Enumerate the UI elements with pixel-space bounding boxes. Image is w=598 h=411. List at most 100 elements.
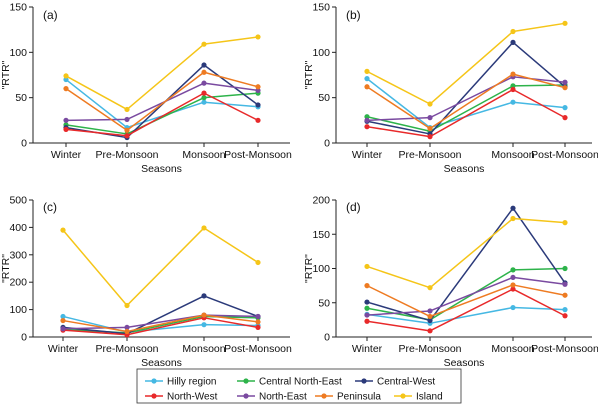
panel-label: (d) [346, 200, 361, 214]
data-point-north-east [60, 326, 66, 332]
data-point-island [364, 68, 370, 74]
data-point-peninsula [124, 127, 130, 133]
y-tick-label: 150 [312, 229, 330, 241]
series-line-island [366, 22, 566, 105]
data-point-central-north-east [364, 305, 370, 311]
data-point-hilly-region [562, 307, 568, 313]
data-point-peninsula [63, 86, 69, 92]
y-tick-label: 50 [318, 92, 330, 104]
y-tick-label: 0 [324, 138, 330, 150]
data-point-north-west [510, 286, 516, 292]
series-line-central-north-east [65, 92, 259, 135]
y-tick-label: 50 [15, 92, 27, 104]
y-tick-label: 0 [21, 332, 27, 344]
data-point-island [562, 20, 568, 26]
y-tick-label: 100 [9, 47, 27, 59]
x-axis-title: Seasons [141, 163, 182, 175]
data-point-north-west [124, 133, 130, 139]
y-tick-label: 0 [324, 332, 330, 344]
x-tick-label: Monsoon [491, 343, 534, 355]
series-line-central-north-east [366, 84, 566, 132]
y-tick-label: 200 [9, 277, 27, 289]
data-point-central-west [427, 317, 433, 324]
series-line-peninsula [366, 284, 566, 318]
data-point-island [255, 34, 261, 40]
data-point-north-east [255, 313, 261, 320]
panel-label: (c) [43, 200, 57, 214]
x-tick-label: Post-Monsoon [531, 343, 598, 355]
y-tick-label: 0 [21, 138, 27, 150]
data-point-hilly-region [510, 304, 516, 311]
chart-panel-3: 0 100 200 300 400 500 Winter Pre-Monsoon Monsoon… [0, 195, 292, 370]
y-tick-label: 150 [9, 2, 27, 14]
data-point-central-west [255, 102, 261, 108]
data-point-peninsula [562, 292, 568, 298]
data-point-north-west [427, 134, 433, 140]
y-axis-title: "RTR" [303, 60, 315, 89]
data-point-island [124, 302, 130, 309]
data-point-island [427, 101, 433, 107]
y-tick-label: 100 [312, 47, 330, 59]
data-point-hilly-region [562, 105, 568, 111]
y-tick-label: 200 [312, 195, 330, 207]
data-point-central-north-east [562, 265, 568, 272]
x-axis-title: Seasons [141, 357, 182, 369]
data-point-peninsula [427, 125, 433, 132]
x-axis-title: Seasons [444, 357, 485, 369]
data-point-north-west [427, 328, 433, 334]
data-point-central-west [510, 205, 516, 211]
data-point-central-north-east [201, 95, 207, 101]
series-line-north-west [366, 288, 566, 332]
data-point-island [255, 259, 261, 266]
data-point-central-west [364, 299, 370, 305]
x-tick-label: Pre-Monsoon [398, 149, 461, 161]
data-point-hilly-region [60, 313, 66, 320]
data-point-peninsula [427, 313, 433, 320]
series-line-central-west [366, 41, 566, 135]
data-point-north-east [63, 117, 69, 123]
data-point-north-west [510, 86, 516, 93]
legend-swatch-marker [361, 378, 367, 384]
data-point-north-east [364, 312, 370, 318]
x-tick-label: Winter [48, 343, 79, 355]
data-point-north-west [562, 313, 568, 319]
data-point-north-west [63, 126, 69, 132]
series-line-central-west [366, 207, 566, 322]
data-point-north-east [124, 116, 130, 123]
data-point-central-west [201, 62, 207, 68]
x-tick-label: Post-Monsoon [224, 149, 292, 161]
series-line-north-west [62, 317, 259, 336]
series-line-island [366, 217, 566, 289]
data-point-island [124, 106, 130, 113]
data-point-peninsula [201, 69, 207, 75]
data-point-north-east [255, 87, 261, 94]
data-point-north-east [364, 117, 370, 123]
legend-box [136, 368, 462, 404]
series-line-peninsula [62, 314, 259, 333]
data-point-peninsula [510, 71, 516, 77]
series-line-peninsula [366, 73, 566, 130]
legend-swatch-marker [400, 393, 406, 399]
series-line-north-west [366, 88, 566, 138]
series-line-north-east [62, 314, 259, 330]
data-point-island [427, 285, 433, 291]
y-axis-title: "RTR" [0, 254, 12, 283]
x-tick-label: Pre-Monsoon [398, 343, 461, 355]
data-point-island [510, 28, 516, 35]
data-point-peninsula [60, 317, 66, 324]
data-point-north-west [364, 318, 370, 324]
data-point-peninsula [124, 328, 130, 335]
legend-label: Central North-East [259, 377, 342, 388]
data-point-island [201, 225, 207, 231]
y-tick-label: 100 [9, 304, 27, 316]
data-point-north-west [364, 124, 370, 130]
data-point-island [562, 220, 568, 226]
legend-swatch-marker [243, 393, 249, 399]
data-point-hilly-region [510, 99, 516, 105]
data-point-island [60, 227, 66, 233]
x-tick-label: Winter [352, 149, 383, 161]
data-point-central-west [201, 293, 207, 299]
legend-label: Central-West [377, 377, 435, 388]
